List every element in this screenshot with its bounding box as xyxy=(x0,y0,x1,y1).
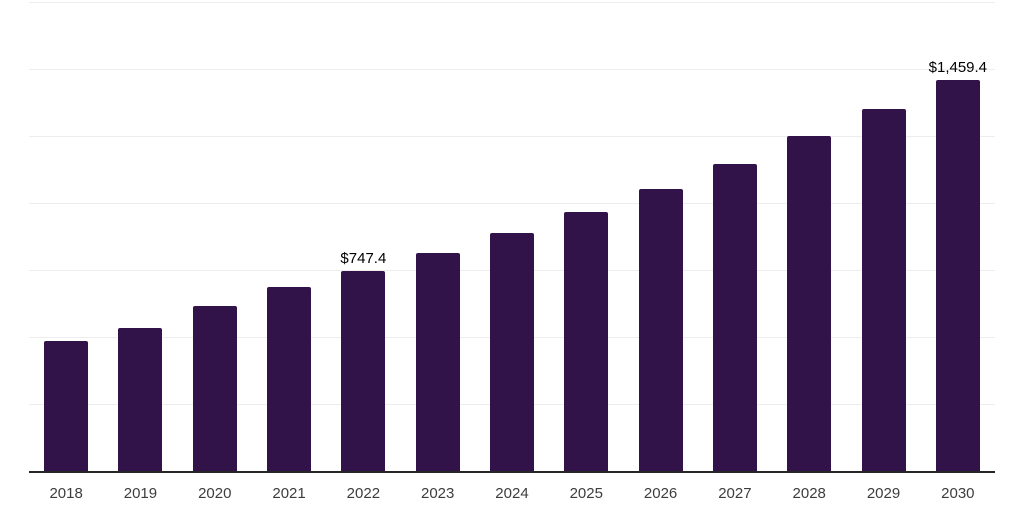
x-tick-label-2029: 2029 xyxy=(866,485,901,502)
bar-2029 xyxy=(861,108,906,471)
x-tick-label-2022: 2022 xyxy=(346,485,381,502)
x-tick-label-2018: 2018 xyxy=(49,485,83,502)
x-tick-label-2019: 2019 xyxy=(123,485,158,502)
gridline xyxy=(29,203,995,204)
bar-2030 xyxy=(935,79,980,471)
bar-2024 xyxy=(490,233,534,471)
x-axis-line xyxy=(29,471,995,473)
bar-2018 xyxy=(44,341,89,471)
x-tick-label-2030: 2030 xyxy=(941,485,975,502)
bar-2027 xyxy=(712,163,757,471)
plot-area: 2018 2019 2020 2021 2022 $747.4 2023 2024 2025 20… xyxy=(29,0,995,512)
gridline xyxy=(29,2,995,3)
x-tick-label-2020: 2020 xyxy=(198,485,232,502)
gridline xyxy=(29,69,995,70)
bar-2026 xyxy=(638,188,683,471)
gridline xyxy=(29,136,995,137)
bar-2019 xyxy=(118,328,163,471)
x-tick-label-2021: 2021 xyxy=(272,485,306,502)
bar-2023 xyxy=(415,252,460,471)
x-tick-label-2023: 2023 xyxy=(420,485,455,502)
x-tick-label-2027: 2027 xyxy=(718,485,752,502)
bar-2020 xyxy=(192,306,237,471)
x-tick-label-2028: 2028 xyxy=(792,485,826,502)
x-tick-label-2024: 2024 xyxy=(495,485,529,502)
bar-2022 xyxy=(341,270,386,471)
bar-2028 xyxy=(787,136,832,471)
bar-2025 xyxy=(564,211,609,471)
bar-2021 xyxy=(267,287,312,471)
x-tick-label-2026: 2026 xyxy=(643,485,678,502)
bar-value-label-2022: $747.4 xyxy=(340,249,387,267)
x-tick-label-2025: 2025 xyxy=(569,485,603,502)
bar-value-label-2030: $1,459.4 xyxy=(928,58,988,76)
